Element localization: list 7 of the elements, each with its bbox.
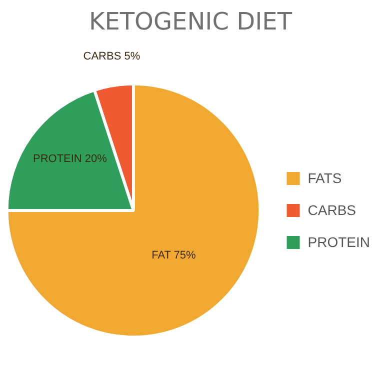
legend-label: PROTEIN — [308, 234, 370, 250]
data-label: CARBS 5% — [83, 50, 140, 63]
data-label: PROTEIN 20% — [32, 152, 108, 165]
legend-label: FATS — [308, 170, 342, 186]
chart-title: KETOGENIC DIET — [88, 8, 292, 36]
data-label: FAT 75% — [152, 250, 196, 262]
legend-label: CARBS — [308, 202, 356, 218]
